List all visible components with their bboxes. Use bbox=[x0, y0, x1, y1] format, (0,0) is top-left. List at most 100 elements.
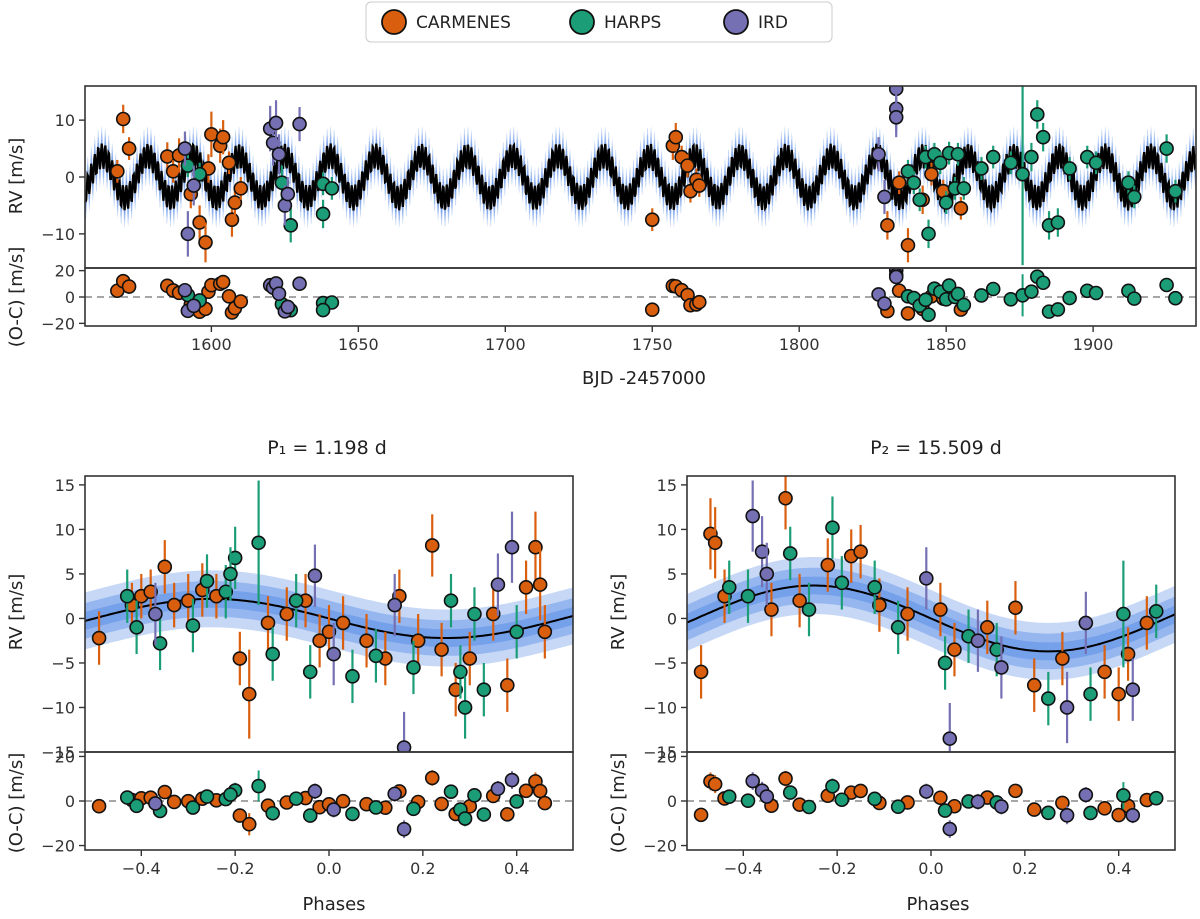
data-point bbox=[1059, 700, 1075, 715]
data-point bbox=[1097, 664, 1112, 680]
residual-point bbox=[1035, 275, 1051, 291]
data-point bbox=[387, 597, 402, 613]
main-plot-area bbox=[85, 86, 1196, 266]
data-point bbox=[1125, 682, 1141, 697]
model-curve bbox=[687, 584, 1175, 653]
y-tick-label: 5 bbox=[667, 565, 677, 584]
data-point bbox=[900, 606, 915, 622]
data-point bbox=[1121, 175, 1136, 190]
data-point bbox=[1111, 686, 1126, 702]
data-point bbox=[528, 539, 543, 555]
residual-point bbox=[396, 821, 412, 837]
data-point bbox=[890, 620, 906, 635]
data-point bbox=[1159, 141, 1174, 156]
residual-plot-area bbox=[85, 770, 573, 839]
data-point bbox=[782, 546, 798, 561]
data-point bbox=[888, 109, 904, 125]
data-point bbox=[185, 618, 201, 633]
data-point bbox=[283, 218, 299, 233]
data-point bbox=[119, 588, 135, 604]
data-point bbox=[368, 648, 384, 664]
x-tick-label: 1750 bbox=[632, 335, 673, 354]
data-point bbox=[485, 606, 501, 622]
residual-point bbox=[782, 785, 798, 800]
residual-y-tick-label: 0 bbox=[667, 792, 677, 811]
residual-point bbox=[232, 808, 248, 823]
data-point bbox=[950, 146, 966, 162]
legend-label-harps: HARPS bbox=[604, 13, 661, 33]
x-tick-label: 1700 bbox=[485, 335, 526, 354]
residual-point bbox=[707, 776, 723, 792]
data-point bbox=[707, 535, 723, 551]
data-point bbox=[509, 624, 524, 640]
residual-point bbox=[778, 771, 793, 786]
residual-point bbox=[1116, 788, 1131, 803]
data-point bbox=[994, 660, 1009, 675]
data-point bbox=[668, 129, 684, 145]
residual-point bbox=[443, 784, 459, 799]
data-point bbox=[143, 584, 158, 600]
data-point bbox=[912, 192, 928, 208]
data-point bbox=[825, 520, 840, 535]
residual-point bbox=[1026, 802, 1042, 817]
data-point bbox=[906, 175, 922, 190]
residual-point bbox=[985, 281, 1001, 297]
residual-point bbox=[834, 792, 850, 808]
data-point bbox=[1035, 129, 1051, 145]
data-point bbox=[919, 571, 934, 586]
data-point bbox=[754, 544, 770, 559]
y-tick-label: 0 bbox=[65, 609, 75, 628]
data-point bbox=[877, 189, 892, 205]
data-point bbox=[288, 593, 304, 608]
x-tick-label: 1900 bbox=[1073, 335, 1114, 354]
legend-entry-ird: IRD bbox=[723, 9, 788, 35]
data-point bbox=[900, 237, 916, 253]
residual-point bbox=[740, 793, 756, 808]
legend-entry-harps: HARPS bbox=[569, 9, 661, 35]
residual-point bbox=[918, 292, 933, 308]
y-tick-label: 0 bbox=[65, 168, 75, 187]
x-tick-label: −0.2 bbox=[216, 859, 255, 878]
data-point bbox=[227, 195, 243, 210]
legend-label-ird: IRD bbox=[758, 13, 788, 33]
residual-point bbox=[921, 307, 936, 323]
legend: CARMENES HARPS IRD bbox=[365, 1, 833, 43]
residual-point bbox=[994, 799, 1009, 814]
data-point bbox=[218, 584, 234, 600]
residual-point bbox=[937, 803, 953, 818]
residual-y-tick-label: −20 bbox=[41, 837, 75, 856]
data-point bbox=[759, 566, 775, 582]
y-tick-label: 10 bbox=[55, 111, 75, 130]
data-point bbox=[933, 602, 948, 617]
residual-point bbox=[1111, 807, 1126, 823]
residual-point bbox=[177, 282, 193, 298]
residual-point bbox=[199, 789, 215, 804]
residual-point bbox=[1126, 291, 1142, 306]
data-point bbox=[1088, 155, 1104, 171]
data-point bbox=[504, 539, 520, 555]
panel-time-series-ylabel: RV [m/s] bbox=[6, 138, 27, 215]
data-point bbox=[199, 573, 215, 589]
data-point bbox=[424, 538, 440, 553]
residual-y-tick-label: 0 bbox=[65, 288, 75, 307]
data-point bbox=[820, 557, 836, 573]
residual-point bbox=[1088, 285, 1104, 301]
x-tick-label: 0.2 bbox=[410, 859, 435, 878]
y-tick-label: 5 bbox=[65, 565, 75, 584]
residual-point bbox=[315, 302, 331, 318]
data-point bbox=[644, 212, 660, 227]
data-point bbox=[532, 577, 548, 592]
residual-point bbox=[759, 789, 775, 804]
x-tick-label: 0.0 bbox=[918, 859, 943, 878]
data-point bbox=[148, 606, 163, 622]
x-tick-label: 1600 bbox=[191, 335, 232, 354]
residual-point bbox=[387, 786, 402, 802]
data-point bbox=[853, 544, 868, 559]
residual-point bbox=[1078, 787, 1094, 803]
residual-point bbox=[119, 790, 135, 805]
main-plot-area bbox=[85, 480, 573, 752]
data-point bbox=[443, 593, 459, 608]
residual-point bbox=[1059, 807, 1075, 823]
residual-point bbox=[1148, 790, 1164, 806]
data-point bbox=[165, 164, 181, 179]
